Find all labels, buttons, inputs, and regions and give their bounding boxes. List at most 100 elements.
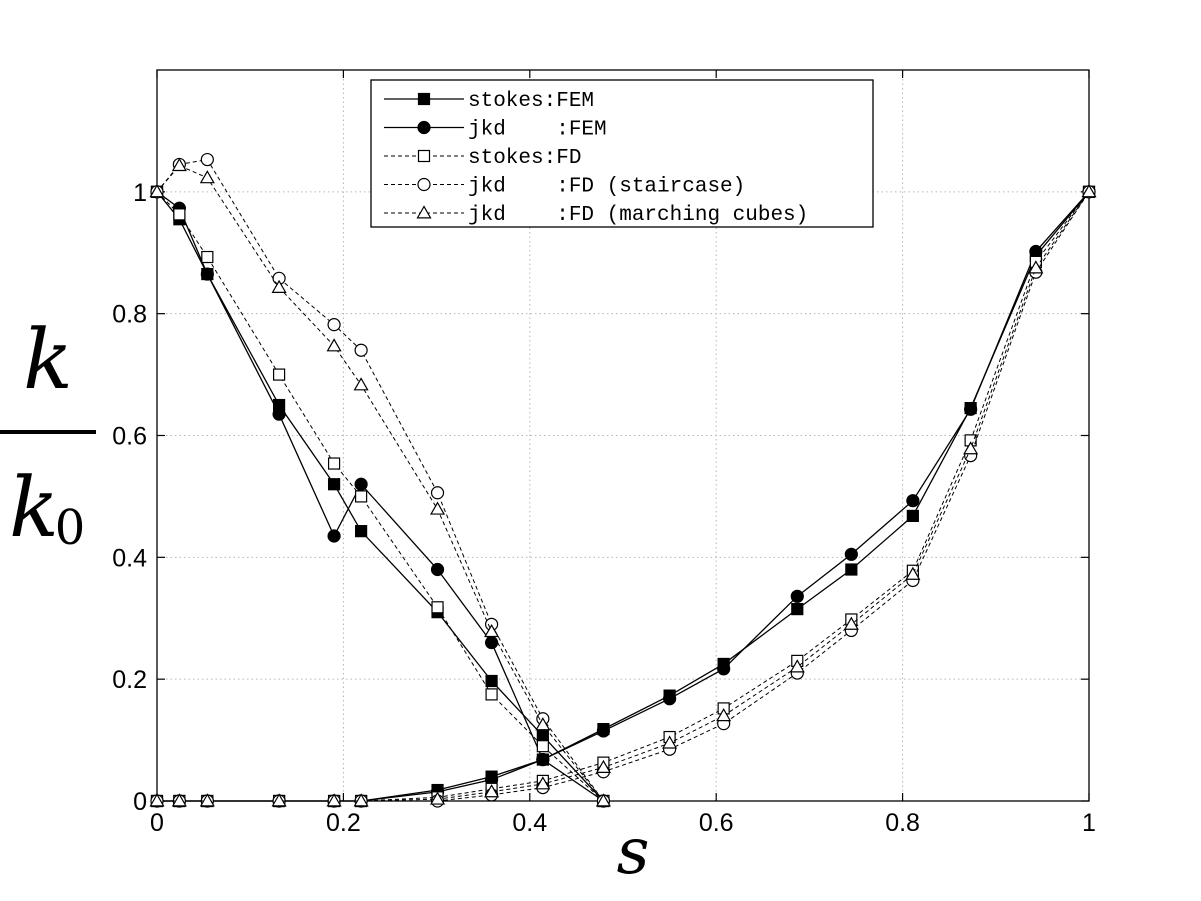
legend-marker (417, 177, 431, 192)
data-point (355, 525, 368, 538)
legend-label: jkd :FD (staircase) (468, 176, 745, 199)
y-tick-label: 0.4 (112, 544, 147, 572)
data-point (327, 457, 341, 470)
legend: stokes:FEM jkd :FEM stokes:FD jkd :FD (stai… (370, 79, 874, 228)
series-line (156, 191, 604, 802)
legend-label: stokes:FD (468, 147, 581, 170)
data-point (843, 616, 859, 630)
data-point (905, 566, 921, 580)
data-point (595, 793, 611, 807)
series-line (157, 191, 1090, 802)
y-tick-label: 0.2 (112, 666, 147, 694)
data-point (484, 623, 500, 638)
y-tick-label: 0.6 (112, 423, 147, 451)
legend-marker (417, 120, 431, 135)
legend-box (370, 79, 874, 228)
legend-marker (417, 149, 431, 163)
data-point (354, 343, 368, 357)
data-point (431, 601, 444, 614)
data-point (149, 184, 165, 198)
data-point (200, 152, 214, 167)
y-tick-label: 0 (133, 788, 147, 816)
data-point (1028, 260, 1044, 274)
data-point (716, 708, 732, 722)
data-point (201, 250, 214, 264)
x-tick-label: 0 (150, 809, 164, 837)
series-line (156, 191, 604, 802)
legend-marker (417, 92, 431, 106)
data-point (327, 318, 341, 332)
axis-ticks: 0 0.2 0.4 0.6 0.8 1 0 0.2 0.4 0.6 0.8 1 (112, 70, 1096, 837)
series-line (157, 191, 1090, 802)
data-point (271, 279, 287, 293)
data-point (789, 659, 805, 673)
data-point (485, 674, 498, 688)
data-point (272, 407, 286, 421)
x-tick-label: 0.8 (885, 809, 920, 837)
data-point (354, 477, 368, 491)
data-point (906, 509, 919, 523)
data-point (355, 490, 368, 503)
x-tick-label: 1 (1082, 809, 1096, 837)
data-point (327, 478, 341, 491)
data-point (272, 368, 286, 381)
series-line (156, 165, 604, 802)
data-point (484, 784, 500, 798)
y-axis-label: k k 0 (0, 313, 96, 556)
data-point (429, 501, 446, 515)
legend-label: jkd :FD (marching cubes) (468, 204, 808, 227)
data-point (964, 402, 978, 416)
data-point (536, 752, 550, 767)
data-point (536, 729, 549, 742)
data-point (199, 793, 215, 807)
y-axis-denominator-subscript: 0 (55, 500, 86, 556)
data-point (353, 793, 369, 807)
x-tick-label: 0.2 (326, 809, 361, 837)
data-point (271, 793, 287, 807)
data-point (963, 441, 979, 455)
data-point (844, 547, 858, 561)
data-point (485, 688, 498, 701)
data-point (173, 208, 186, 221)
data-point (535, 717, 551, 731)
data-point (535, 776, 551, 790)
data-point (596, 724, 611, 738)
data-point (906, 494, 920, 508)
data-point (662, 735, 678, 749)
series-line (156, 191, 604, 802)
data-point (430, 486, 445, 500)
data-point (199, 170, 215, 184)
data-point (536, 740, 549, 753)
legend-label: stokes:FEM (468, 90, 594, 113)
data-point (791, 603, 804, 616)
data-point (662, 692, 677, 706)
data-point (1081, 184, 1097, 198)
y-tick-label: 0.8 (112, 301, 147, 329)
data-point (200, 267, 214, 281)
y-axis-numerator: k (23, 313, 73, 408)
data-point (790, 589, 804, 603)
legend-marker (416, 205, 432, 219)
series-line (156, 158, 604, 802)
legend-label: jkd :FEM (468, 119, 607, 142)
data-point (595, 759, 611, 773)
data-point (717, 662, 731, 676)
y-axis-denominator: k (9, 461, 59, 556)
data-point (171, 157, 187, 172)
data-point (149, 793, 165, 807)
data-point (845, 563, 858, 576)
x-tick-label: 0.4 (512, 809, 547, 837)
series-layer (149, 152, 1097, 808)
data-point (171, 793, 187, 807)
data-point (429, 791, 446, 805)
y-tick-label: 1 (133, 179, 147, 207)
data-point (327, 529, 341, 543)
series-5 (149, 157, 1097, 807)
x-tick-label: 0.6 (699, 809, 734, 837)
series-line (157, 191, 1090, 802)
data-point (326, 338, 342, 352)
data-point (430, 562, 445, 577)
x-axis-label: s (617, 815, 650, 889)
data-point (326, 793, 342, 807)
